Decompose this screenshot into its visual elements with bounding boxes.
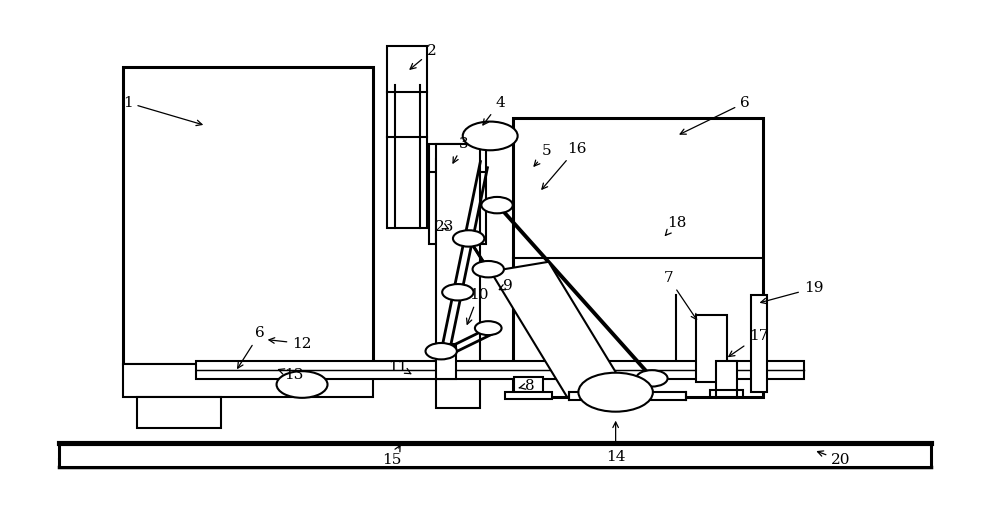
Bar (387, 46, 426, 228)
Text: 11: 11 (388, 360, 411, 374)
Text: 7: 7 (664, 271, 697, 320)
Text: 5: 5 (534, 144, 552, 166)
Bar (123, 364, 373, 397)
Text: 16: 16 (542, 142, 586, 189)
Bar (710, 390, 743, 397)
Circle shape (636, 370, 668, 386)
Circle shape (475, 321, 502, 335)
Text: 19: 19 (761, 281, 823, 304)
Bar (196, 361, 804, 379)
Text: 6: 6 (238, 326, 265, 368)
Text: 23: 23 (435, 220, 455, 234)
Bar (436, 144, 480, 407)
Bar (513, 118, 763, 397)
Text: 14: 14 (606, 422, 625, 464)
Text: 3: 3 (453, 137, 469, 163)
Bar (751, 295, 767, 392)
Text: 20: 20 (818, 451, 851, 468)
Circle shape (473, 261, 504, 277)
Text: 9: 9 (499, 279, 513, 292)
Bar (429, 144, 486, 244)
Text: 8: 8 (519, 379, 534, 393)
Bar (59, 444, 931, 467)
Bar (436, 159, 479, 244)
Text: 2: 2 (410, 44, 436, 69)
Circle shape (426, 343, 457, 359)
Bar (514, 377, 543, 395)
Bar (505, 392, 552, 399)
Text: 13: 13 (278, 368, 304, 382)
Polygon shape (491, 262, 625, 397)
Text: 10: 10 (467, 288, 488, 324)
Text: 6: 6 (680, 96, 750, 134)
Bar (123, 67, 373, 364)
Bar (569, 392, 686, 400)
Circle shape (481, 197, 513, 213)
Text: 1: 1 (123, 96, 202, 126)
Text: 17: 17 (729, 329, 768, 357)
Circle shape (442, 284, 474, 300)
Circle shape (453, 230, 484, 247)
Circle shape (578, 373, 653, 412)
Text: 18: 18 (665, 216, 686, 235)
Bar (436, 344, 456, 379)
Text: 12: 12 (269, 336, 312, 350)
Circle shape (277, 371, 328, 398)
Bar (696, 315, 727, 382)
Text: 15: 15 (383, 446, 402, 468)
Circle shape (463, 121, 518, 150)
Text: 4: 4 (483, 96, 505, 125)
Bar (716, 361, 737, 392)
Bar (137, 397, 221, 428)
